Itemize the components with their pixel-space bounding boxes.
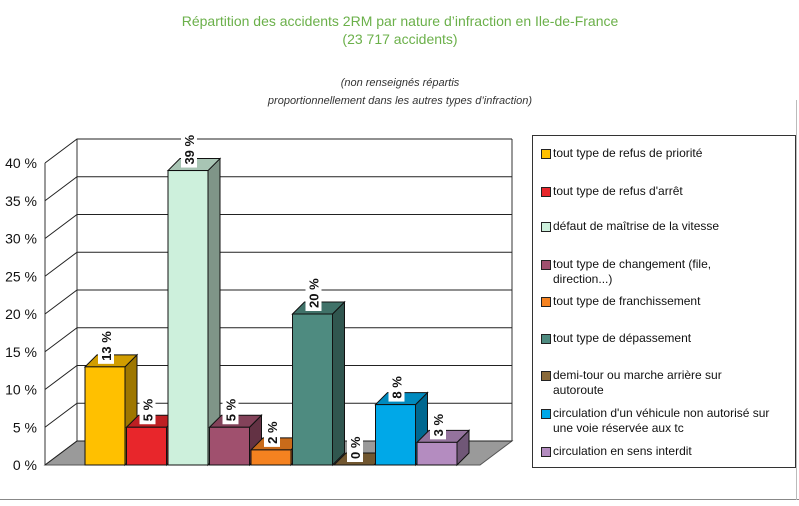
y-tick-label: 40 % [5, 155, 37, 171]
data-label: 13 % [98, 329, 114, 364]
legend-swatch [541, 260, 551, 270]
legend-label: autoroute [553, 383, 604, 397]
y-tick-label: 25 % [5, 268, 37, 284]
data-label-text: 5 % [141, 398, 156, 421]
legend-swatch [541, 371, 551, 381]
gridline [44, 402, 512, 428]
data-label-background [98, 329, 114, 364]
legend-label: tout type de refus d'arrêt [553, 184, 683, 198]
legend-label: circulation d'un véhicule non autorisé s… [553, 406, 770, 420]
chart-title-line: (23 717 accidents) [342, 31, 458, 47]
data-label-text: 5 % [224, 398, 239, 421]
data-label-background [222, 396, 239, 425]
gridline [44, 365, 512, 390]
data-label: 8 % [388, 374, 405, 402]
gridline [44, 327, 512, 353]
chart-subtitle: (non renseignés répartis proportionnelle… [200, 74, 600, 110]
legend-item: défaut de maîtrise de la vitesse [541, 219, 793, 234]
data-label-text: 13 % [99, 331, 114, 361]
gridline [44, 289, 512, 315]
chart-title-line: Répartition des accidents 2RM par nature… [181, 13, 619, 29]
legend-label: direction...) [553, 272, 613, 286]
chart-subtitle-line: (non renseignés répartis [340, 77, 460, 89]
chart-title: Répartition des accidents 2RM par nature… [150, 12, 650, 48]
bar [375, 404, 416, 466]
legend-label: tout type de dépassement [553, 331, 692, 345]
legend-label: tout type de franchissement [553, 294, 701, 308]
bar-side [332, 300, 345, 467]
bar [209, 426, 250, 466]
data-label-background [181, 132, 197, 168]
data-label: 5 % [222, 396, 239, 425]
data-label: 0 % [347, 434, 363, 462]
chart-subtitle-line: proportionnellement dans les autres type… [267, 95, 533, 107]
y-tick-label: 20 % [5, 306, 37, 322]
bar [416, 441, 458, 466]
y-tick-label: 15 % [5, 344, 37, 360]
data-label-text: 8 % [390, 376, 405, 399]
data-label: 39 % [181, 132, 197, 168]
data-label-background [347, 434, 363, 462]
legend-swatch [541, 149, 551, 159]
data-label: 20 % [305, 276, 322, 311]
frame-bottom-border [0, 499, 799, 500]
legend-item: tout type de refus de priorité [541, 146, 793, 161]
bar [250, 449, 292, 466]
y-tick-label: 5 % [13, 419, 37, 435]
data-label: 5 % [139, 396, 156, 425]
data-label: 3 % [430, 411, 446, 440]
legend-label: tout type de refus de priorité [553, 146, 703, 160]
gridline [44, 214, 512, 239]
data-label-text: 3 % [431, 414, 446, 437]
data-label-background [305, 276, 322, 311]
data-label-background [139, 396, 156, 425]
data-label-background [264, 419, 280, 447]
legend-swatch [541, 447, 551, 457]
legend-label: demi-tour ou marche arrière sur [553, 368, 722, 382]
bar [292, 313, 333, 466]
bar-chart: 0 % 5 % 10 % 15 % 20 % 25 % 30 % 35 % 40 % 13 % 5 … [5, 132, 514, 473]
legend-swatch [541, 297, 551, 307]
bar [84, 366, 126, 466]
data-label-text: 2 % [265, 421, 280, 444]
legend-item: demi-tour ou marche arrière sur autoroute [541, 368, 793, 398]
legend-item: tout type de franchissement [541, 294, 793, 309]
legend-swatch [541, 222, 551, 232]
data-label-text: 20 % [307, 278, 322, 308]
legend-item: tout type de changement (file, direction.… [541, 257, 793, 287]
gridline [44, 440, 512, 466]
legend-label: défaut de maîtrise de la vitesse [553, 219, 720, 233]
legend-item: circulation d'un véhicule non autorisé s… [541, 406, 793, 436]
data-label-background [430, 411, 446, 440]
legend-item: circulation en sens interdit [541, 444, 793, 459]
chart-legend: tout type de refus de priorité tout type … [532, 135, 796, 468]
legend-label: circulation en sens interdit [553, 444, 692, 458]
y-tick-label: 10 % [5, 382, 37, 398]
legend-swatch [541, 334, 551, 344]
y-tick-label: 35 % [5, 193, 37, 209]
data-label-background [388, 374, 405, 402]
bar [167, 170, 209, 466]
legend-swatch [541, 187, 551, 197]
bar [126, 426, 167, 466]
legend-label: une voie réservée aux tc [553, 421, 684, 435]
frame-right-border [796, 100, 797, 500]
legend-swatch [541, 409, 551, 419]
y-tick-label: 0 % [13, 457, 37, 473]
data-label-text: 39 % [182, 134, 197, 164]
legend-item: tout type de refus d'arrêt [541, 184, 793, 199]
gridline [44, 138, 512, 164]
data-label: 2 % [264, 419, 280, 447]
gridline [44, 251, 512, 277]
legend-item: tout type de dépassement [541, 331, 793, 346]
legend-label: tout type de changement (file, [553, 257, 712, 271]
y-tick-label: 30 % [5, 231, 37, 247]
data-label-text: 0 % [348, 436, 363, 459]
gridline [44, 176, 512, 202]
